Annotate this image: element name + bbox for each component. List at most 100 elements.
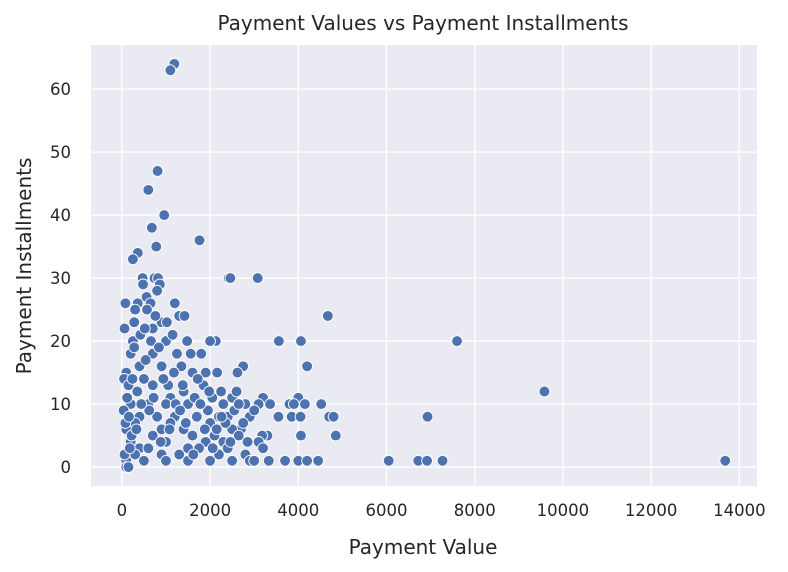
data-point (194, 398, 207, 410)
gridlines (91, 45, 757, 486)
data-point (150, 240, 163, 253)
data-point (248, 404, 261, 417)
data-point (203, 385, 216, 398)
data-point (272, 410, 285, 423)
data-point (211, 366, 223, 379)
data-point (421, 410, 434, 423)
data-point (147, 391, 160, 404)
data-point (138, 322, 151, 335)
data-point (301, 454, 313, 467)
data-point (327, 410, 340, 423)
data-point (168, 366, 180, 379)
data-point (123, 442, 136, 455)
data-point (193, 234, 206, 247)
data-point (149, 310, 162, 322)
data-point (142, 442, 155, 455)
data-point (451, 335, 463, 347)
data-point (127, 253, 139, 266)
data-point (146, 429, 159, 442)
x-tick-label: 12000 (625, 501, 678, 520)
data-point (151, 410, 164, 423)
data-point (153, 341, 165, 354)
data-point (164, 64, 177, 77)
data-point (224, 436, 237, 448)
data-point (138, 373, 150, 385)
data-point (139, 354, 152, 366)
data-point (217, 398, 230, 410)
data-point (231, 366, 244, 379)
y-axis-label: Payment Installments (12, 158, 36, 375)
data-point (257, 442, 269, 455)
data-point (199, 366, 212, 379)
data-point (224, 272, 237, 284)
x-tick-label: 0 (117, 501, 128, 520)
x-tick-label: 6000 (366, 501, 408, 520)
data-point (294, 410, 307, 423)
data-point (295, 429, 307, 442)
data-point (719, 454, 732, 467)
data-point (166, 328, 179, 341)
data-point (186, 429, 199, 442)
data-point (195, 347, 208, 360)
data-point (299, 398, 311, 410)
data-point (163, 423, 176, 436)
data-point (176, 379, 189, 392)
data-point (184, 347, 197, 360)
data-point (146, 221, 158, 234)
data-point (126, 373, 139, 385)
data-point (210, 423, 223, 436)
data-point (155, 360, 168, 373)
data-point (198, 423, 211, 436)
data-point (187, 448, 200, 461)
x-tick-label: 8000 (454, 501, 496, 520)
data-point (264, 398, 276, 410)
data-point (295, 335, 307, 347)
data-point (118, 322, 131, 335)
data-point (121, 391, 134, 404)
data-point (262, 454, 275, 467)
data-point (161, 316, 173, 329)
data-point (128, 316, 141, 329)
data-point (158, 209, 171, 221)
data-point (151, 165, 164, 177)
data-point (146, 379, 159, 392)
data-point (230, 385, 243, 398)
data-point (226, 454, 238, 467)
data-point (321, 310, 334, 322)
chart-title: Payment Values vs Payment Installments (217, 11, 628, 35)
y-tick-label: 10 (50, 395, 71, 414)
data-point (174, 404, 186, 417)
data-point (128, 341, 141, 354)
x-tick-label: 14000 (713, 501, 766, 520)
y-tick-label: 40 (50, 206, 71, 225)
data-point (215, 385, 227, 398)
x-tick-label: 10000 (537, 501, 590, 520)
data-point (143, 404, 156, 417)
data-point (154, 436, 167, 448)
data-point (232, 398, 245, 410)
data-point (173, 448, 186, 461)
data-point (137, 278, 149, 291)
data-point (279, 454, 291, 467)
data-point (237, 417, 250, 429)
data-point (191, 373, 204, 385)
data-point (179, 417, 192, 429)
y-tick-label: 20 (50, 332, 71, 351)
data-point (145, 335, 157, 347)
data-point (168, 297, 181, 310)
data-point (160, 454, 172, 467)
x-axis-ticks: 0 2000 4000 6000 8000 10000 12000 14000 (117, 501, 766, 520)
data-point (538, 385, 551, 398)
x-axis-label: Payment Value (349, 535, 498, 559)
data-point (135, 398, 148, 410)
y-tick-label: 50 (50, 143, 71, 162)
data-point (382, 454, 395, 467)
data-point (204, 454, 216, 467)
data-point (312, 454, 324, 467)
y-tick-label: 30 (50, 269, 71, 288)
data-point (232, 429, 245, 442)
data-point (122, 461, 135, 473)
data-point (329, 429, 342, 442)
data-point (138, 454, 150, 467)
